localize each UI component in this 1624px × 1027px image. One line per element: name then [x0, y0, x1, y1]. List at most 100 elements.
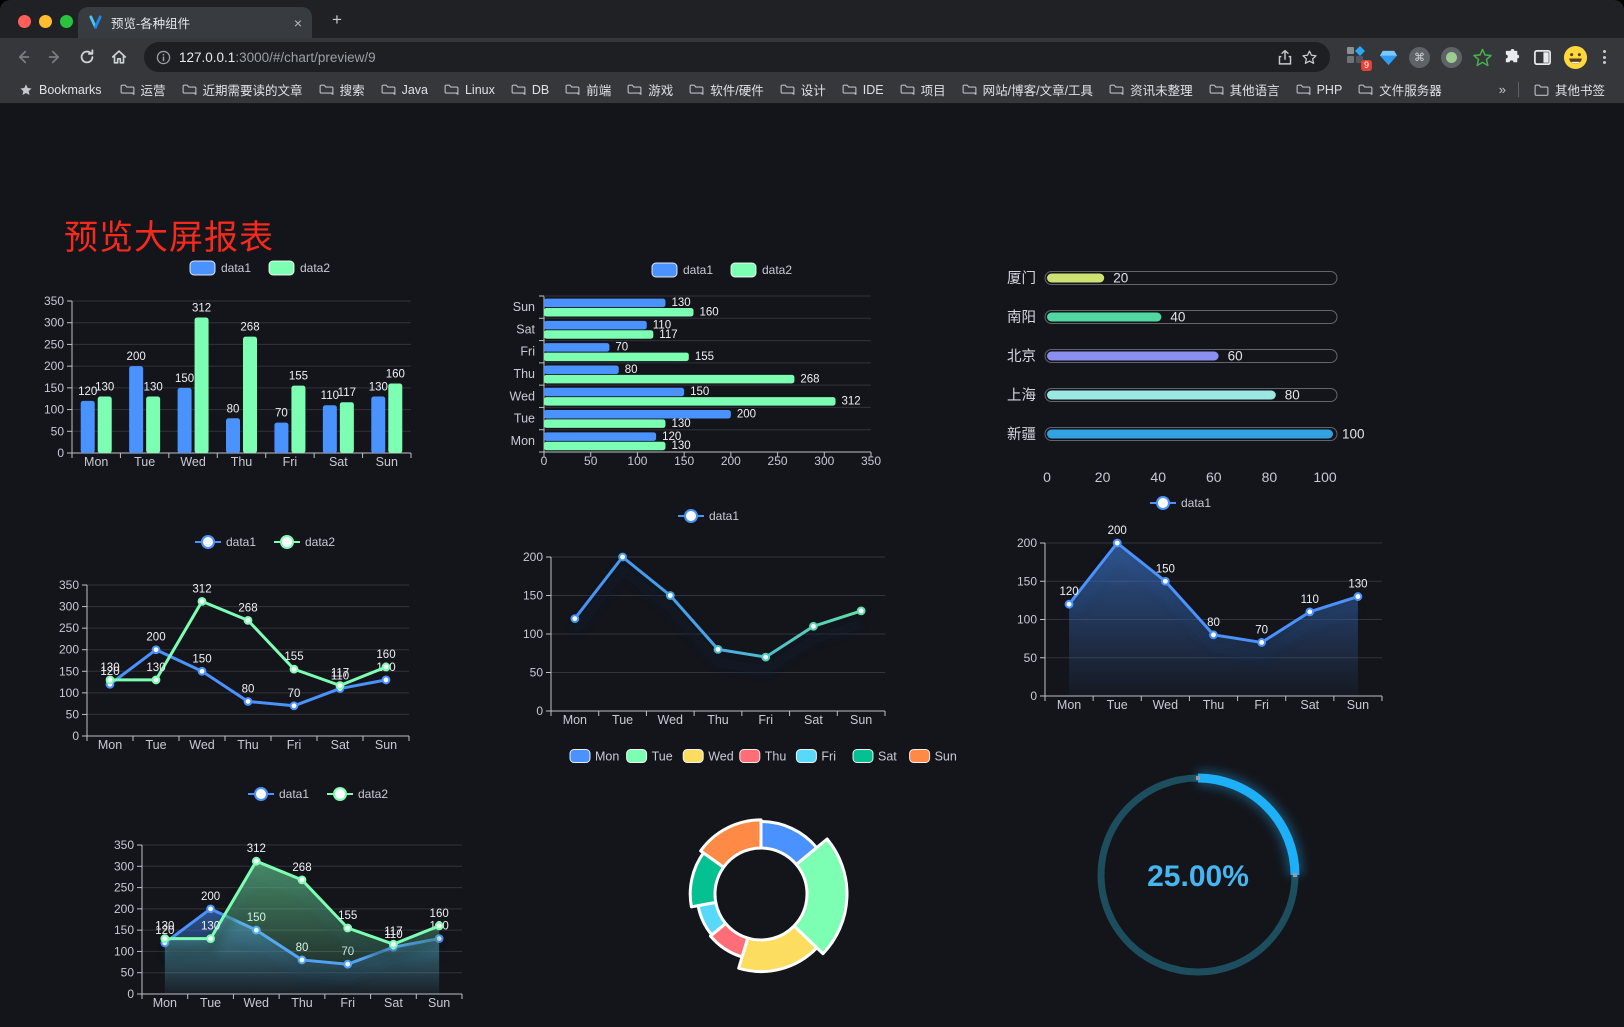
ring-gauge-chart[interactable]: 25.00%	[1040, 752, 1370, 987]
address-bar[interactable]: 127.0.0.1:3000/#/chart/preview/9	[144, 42, 1330, 72]
bookmark-folder[interactable]: IDE	[835, 80, 891, 100]
svg-text:200: 200	[737, 409, 756, 421]
bookmark-folder[interactable]: 前端	[558, 77, 618, 102]
bookmarks-label: Bookmarks	[39, 82, 102, 97]
svg-text:Wed: Wed	[244, 996, 270, 1010]
command-extension-icon[interactable]: ⌘	[1409, 46, 1430, 68]
svg-text:200: 200	[523, 550, 543, 564]
bookmark-folder[interactable]: 网站/博客/文章/工具	[955, 77, 1100, 102]
bookmark-folder[interactable]: DB	[504, 80, 556, 100]
svg-text:北京: 北京	[1007, 348, 1036, 365]
profile-avatar[interactable]	[1563, 45, 1588, 70]
bookmark-folder[interactable]: 其他语言	[1202, 77, 1287, 102]
svg-text:Sun: Sun	[1347, 698, 1369, 712]
bookmark-folder[interactable]: 文件服务器	[1351, 77, 1449, 102]
new-tab-button[interactable]: +	[332, 10, 342, 29]
folder-icon	[1109, 84, 1124, 95]
svg-text:Fri: Fri	[758, 713, 773, 727]
gradient-line-chart[interactable]: data1 0 50 100 150 200 Mon Tue Wed Thu Fri Sat Sun	[500, 504, 920, 732]
close-window-button[interactable]	[18, 15, 31, 28]
reload-button[interactable]	[74, 44, 100, 70]
progress-bar-chart[interactable]: 厦门 20 南阳 40 北京 60 上海 80 新疆 100 0 20 40 60 80 100	[980, 254, 1400, 494]
rose-donut-chart[interactable]: Mon Tue Wed Thu Fri Sat Sun	[540, 744, 988, 992]
horizontal-bar-chart[interactable]: data1 data2 0 50 100 150 200 250 300 350 Sun 130 160…	[500, 254, 920, 480]
forward-button[interactable]	[42, 44, 68, 70]
bookmark-folder[interactable]: 运营	[113, 77, 173, 102]
svg-text:150: 150	[674, 454, 694, 468]
svg-text:50: 50	[121, 966, 135, 980]
puzzle-extensions-icon[interactable]	[1503, 48, 1522, 67]
svg-text:268: 268	[800, 373, 819, 385]
other-bookmarks-folder[interactable]: 其他书签	[1527, 77, 1612, 102]
svg-text:Sun: Sun	[375, 738, 397, 752]
grid-extension-icon[interactable]: 9	[1346, 46, 1372, 71]
browser-tab[interactable]: 预览-各种组件 ×	[78, 7, 312, 38]
grouped-bar-chart[interactable]: data1 data2 0 50 100 150 200 250 300 350 120 200 150…	[40, 254, 460, 480]
svg-text:70: 70	[275, 408, 288, 420]
svg-text:Thu: Thu	[231, 455, 253, 469]
svg-text:Fri: Fri	[520, 345, 535, 359]
svg-text:200: 200	[201, 891, 220, 903]
svg-text:0: 0	[57, 446, 64, 460]
menu-kebab-icon[interactable]	[1599, 50, 1610, 64]
folder-icon	[381, 84, 396, 95]
star-extension-icon[interactable]	[1473, 48, 1492, 67]
svg-text:100: 100	[627, 454, 647, 468]
svg-text:350: 350	[114, 838, 134, 852]
folder-icon	[319, 84, 333, 95]
bookmark-folder[interactable]: 软件/硬件	[682, 77, 770, 102]
tab-close-icon[interactable]: ×	[293, 14, 302, 31]
side-panel-icon[interactable]	[1533, 48, 1552, 67]
folder-icon	[565, 84, 580, 95]
bookmark-folder[interactable]: Java	[374, 80, 435, 100]
bookmarks-overflow-chevron[interactable]: »	[1498, 82, 1506, 97]
zoom-window-button[interactable]	[60, 15, 73, 28]
bookmark-folder[interactable]: PHP	[1289, 80, 1350, 100]
svg-text:200: 200	[1017, 536, 1037, 550]
site-info-icon[interactable]	[156, 50, 171, 65]
svg-text:300: 300	[814, 454, 834, 468]
svg-text:data1: data1	[1181, 496, 1211, 510]
svg-text:data1: data1	[279, 787, 309, 801]
svg-text:Tue: Tue	[652, 750, 673, 764]
bookmark-folder[interactable]: Linux	[437, 80, 502, 100]
bookmark-folder[interactable]: 游戏	[620, 77, 680, 102]
svg-text:160: 160	[376, 649, 395, 661]
gem-extension-icon[interactable]	[1379, 48, 1398, 67]
svg-text:120: 120	[100, 666, 119, 678]
svg-text:Sat: Sat	[878, 750, 897, 764]
svg-text:Wed: Wed	[189, 738, 215, 752]
svg-text:50: 50	[1024, 651, 1038, 665]
svg-text:50: 50	[584, 454, 598, 468]
bookmarks-bar: Bookmarks 运营 近期需要读的文章 搜索 Java Linux DB 前端 游戏 软件/…	[0, 76, 1624, 104]
back-button[interactable]	[10, 44, 36, 70]
multi-line-chart[interactable]: data1 data2 0 50 100 150 200 250 300 350 120 200 150…	[40, 529, 460, 757]
traffic-lights[interactable]	[18, 15, 73, 28]
svg-text:70: 70	[1255, 624, 1268, 636]
folder-icon	[780, 84, 795, 95]
home-button[interactable]	[106, 44, 132, 70]
area-line-chart[interactable]: data1 0 50 100 150 200 120 200 150 80 70 110 130 Mon T…	[980, 492, 1405, 722]
share-icon[interactable]	[1277, 49, 1293, 66]
svg-text:0: 0	[541, 454, 548, 468]
svg-text:268: 268	[292, 862, 311, 874]
svg-text:100: 100	[523, 627, 543, 641]
multi-area-line-chart[interactable]: data1data2050100150200250300350120200150…	[95, 766, 485, 1014]
svg-text:80: 80	[227, 403, 240, 415]
bookmark-folder[interactable]: 资讯未整理	[1102, 77, 1200, 102]
recorder-extension-icon[interactable]	[1441, 46, 1462, 68]
folder-icon	[962, 84, 977, 95]
svg-text:80: 80	[1262, 469, 1278, 485]
other-bookmarks-label: 其他书签	[1554, 84, 1605, 98]
bookmark-folder[interactable]: 设计	[773, 77, 833, 102]
svg-text:150: 150	[1156, 563, 1175, 575]
url-text[interactable]: 127.0.0.1:3000/#/chart/preview/9	[179, 49, 376, 65]
svg-text:250: 250	[768, 454, 788, 468]
minimize-window-button[interactable]	[39, 15, 52, 28]
bookmarks-root[interactable]: Bookmarks	[12, 80, 109, 100]
bookmark-folder[interactable]: 项目	[893, 77, 953, 102]
bookmark-folder[interactable]: 搜索	[312, 77, 372, 102]
bookmark-star-icon[interactable]	[1301, 49, 1318, 66]
bookmark-folder[interactable]: 近期需要读的文章	[175, 77, 310, 102]
svg-text:Fri: Fri	[1254, 698, 1269, 712]
